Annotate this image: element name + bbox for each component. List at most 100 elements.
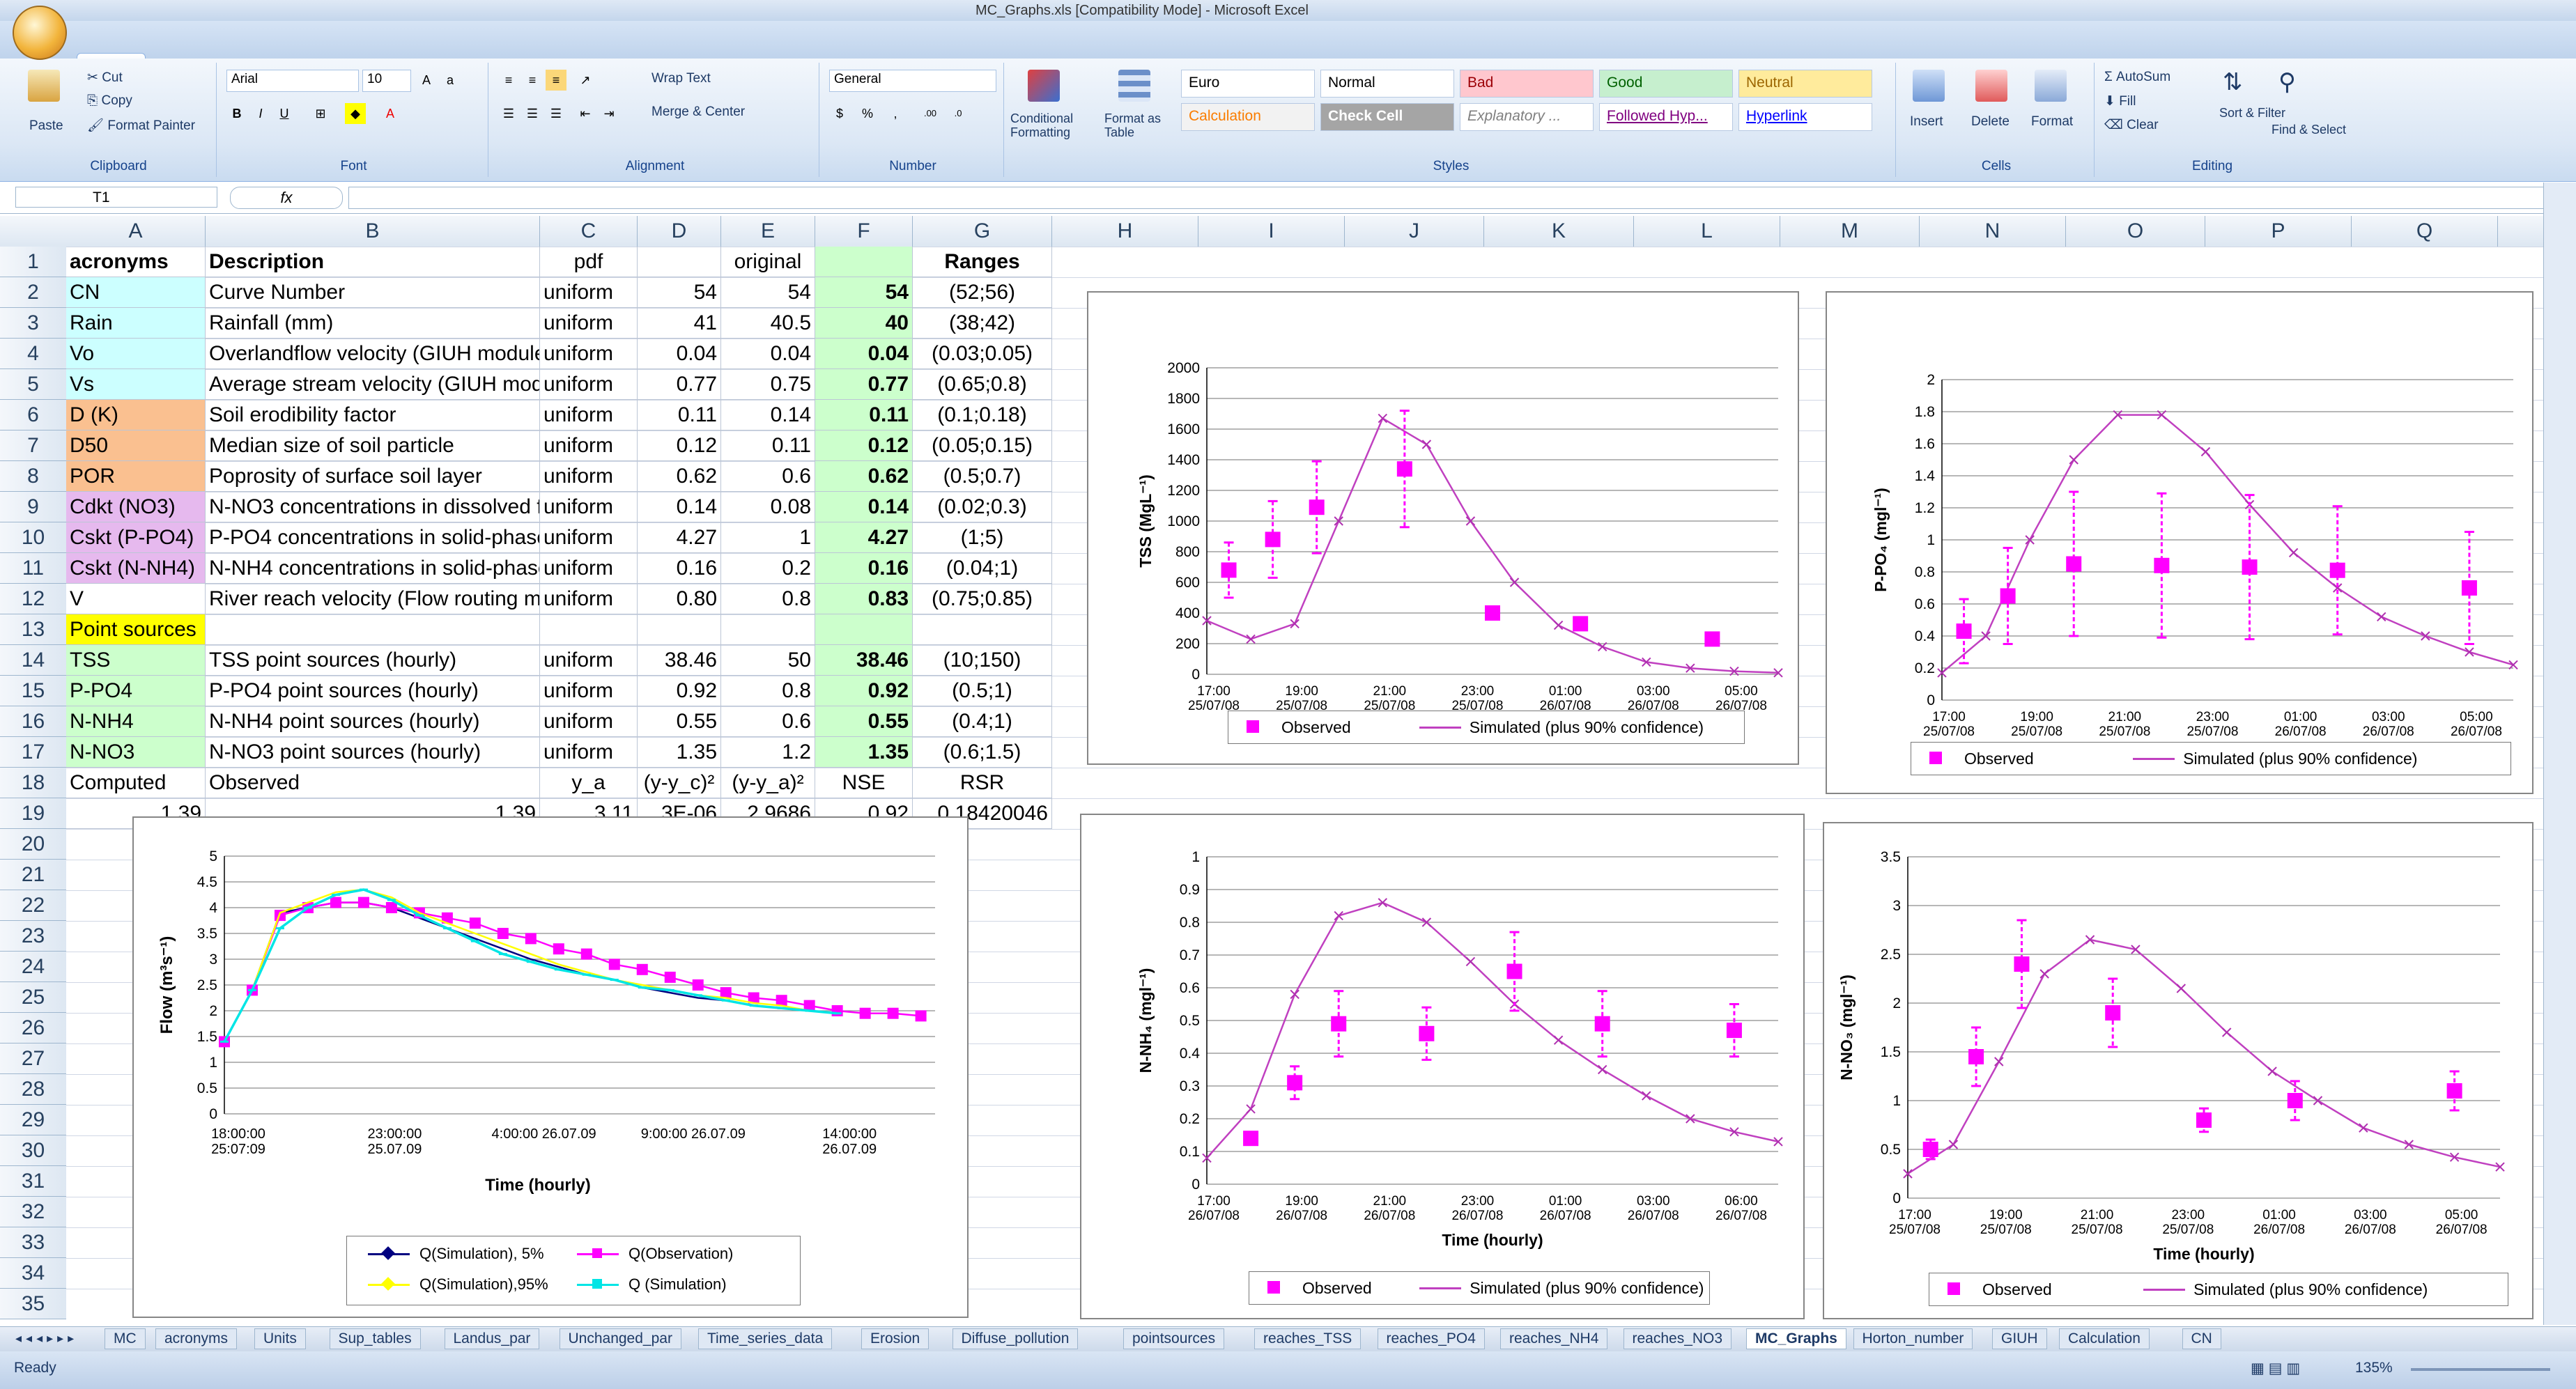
cell-d14[interactable]: 38.46 <box>638 645 721 676</box>
increase-decimal-icon[interactable]: .00 <box>923 108 937 118</box>
align-bottom-icon[interactable]: ≡ <box>546 70 566 91</box>
cell-e12[interactable]: 0.8 <box>721 584 815 614</box>
column-header-m[interactable]: M <box>1780 216 1920 247</box>
cell-f9[interactable]: 0.14 <box>815 492 913 522</box>
fill-button[interactable]: ⬇ Fill <box>2104 94 2136 109</box>
cell-d10[interactable]: 4.27 <box>638 522 721 553</box>
cell-b13[interactable] <box>206 614 540 645</box>
cell-e15[interactable]: 0.8 <box>721 676 815 706</box>
cell-b10[interactable]: P-PO4 concentrations in solid-phase <box>206 522 540 553</box>
sheet-tab-reaches-po4[interactable]: reaches_PO4 <box>1377 1328 1485 1349</box>
cell-c17[interactable]: uniform <box>540 737 638 768</box>
insert-function-icon[interactable]: fx <box>230 187 343 209</box>
office-button[interactable] <box>13 6 67 60</box>
cell-g2[interactable]: (52;56) <box>913 277 1052 308</box>
sheet-tab-sup-tables[interactable]: Sup_tables <box>329 1328 421 1349</box>
row-header-8[interactable]: 8 <box>0 461 66 492</box>
cell-b14[interactable]: TSS point sources (hourly) <box>206 645 540 676</box>
decrease-indent-icon[interactable]: ⇤ <box>580 107 591 121</box>
cell-c7[interactable]: uniform <box>540 430 638 461</box>
cell-f4[interactable]: 0.04 <box>815 339 913 369</box>
cell-b8[interactable]: Poprosity of surface soil layer <box>206 461 540 492</box>
row-header-10[interactable]: 10 <box>0 522 66 553</box>
sheet-tab-cn[interactable]: CN <box>2182 1328 2221 1349</box>
cell-style-followed-hyp[interactable]: Followed Hyp... <box>1599 103 1733 131</box>
align-right-icon[interactable]: ☰ <box>550 107 562 121</box>
cell-d16[interactable]: 0.55 <box>638 706 721 737</box>
row-header-17[interactable]: 17 <box>0 737 66 768</box>
cell-style-check-cell[interactable]: Check Cell <box>1320 103 1454 131</box>
cell-e17[interactable]: 1.2 <box>721 737 815 768</box>
row-header-27[interactable]: 27 <box>0 1043 66 1074</box>
row-header-6[interactable]: 6 <box>0 400 66 430</box>
column-header-a[interactable]: A <box>66 216 206 247</box>
cell-b11[interactable]: N-NH4 concentrations in solid-phase <box>206 553 540 584</box>
binoculars-icon[interactable]: ⚲ <box>2278 69 2296 95</box>
cell-style-hyperlink[interactable]: Hyperlink <box>1738 103 1872 131</box>
cell-e4[interactable]: 0.04 <box>721 339 815 369</box>
align-center-icon[interactable]: ☰ <box>526 107 539 121</box>
cell-style-calculation[interactable]: Calculation <box>1181 103 1315 131</box>
zoom-slider[interactable] <box>2411 1368 2550 1371</box>
cell-g10[interactable]: (1;5) <box>913 522 1052 553</box>
cell-f1[interactable] <box>815 247 913 277</box>
cell-f18[interactable]: NSE <box>815 768 913 798</box>
cell-e6[interactable]: 0.14 <box>721 400 815 430</box>
column-header-f[interactable]: F <box>815 216 913 247</box>
format-table-icon[interactable] <box>1118 70 1150 102</box>
grow-font-icon[interactable]: A <box>422 73 431 87</box>
sheet-tab-mc[interactable]: MC <box>105 1328 146 1349</box>
cell-f17[interactable]: 1.35 <box>815 737 913 768</box>
cell-c4[interactable]: uniform <box>540 339 638 369</box>
align-top-icon[interactable]: ≡ <box>504 73 513 87</box>
cell-f6[interactable]: 0.11 <box>815 400 913 430</box>
cell-g12[interactable]: (0.75;0.85) <box>913 584 1052 614</box>
sheet-tab-reaches-no3[interactable]: reaches_NO3 <box>1623 1328 1732 1349</box>
column-header-o[interactable]: O <box>2066 216 2205 247</box>
cell-d11[interactable]: 0.16 <box>638 553 721 584</box>
cell-a4[interactable]: Vo <box>66 339 206 369</box>
formula-input[interactable] <box>348 187 2545 209</box>
cell-e8[interactable]: 0.6 <box>721 461 815 492</box>
cell-d15[interactable]: 0.92 <box>638 676 721 706</box>
row-header-28[interactable]: 28 <box>0 1074 66 1105</box>
cell-d9[interactable]: 0.14 <box>638 492 721 522</box>
cell-a12[interactable]: V <box>66 584 206 614</box>
row-header-3[interactable]: 3 <box>0 308 66 339</box>
row-header-34[interactable]: 34 <box>0 1258 66 1289</box>
format-button[interactable]: Format <box>2031 114 2074 129</box>
cell-a14[interactable]: TSS <box>66 645 206 676</box>
sheet-tab-reaches-tss[interactable]: reaches_TSS <box>1254 1328 1362 1349</box>
cell-b5[interactable]: Average stream velocity (GIUH mod <box>206 369 540 400</box>
cell-b12[interactable]: River reach velocity (Flow routing mo <box>206 584 540 614</box>
cell-d3[interactable]: 41 <box>638 308 721 339</box>
cell-f3[interactable]: 40 <box>815 308 913 339</box>
insert-cells-icon[interactable] <box>1913 70 1945 102</box>
number-format-select[interactable]: General <box>829 70 996 92</box>
cell-a6[interactable]: D (K) <box>66 400 206 430</box>
format-table-button[interactable]: Format as Table <box>1104 111 1162 139</box>
italic-icon[interactable]: I <box>259 107 263 121</box>
cell-c3[interactable]: uniform <box>540 308 638 339</box>
conditional-formatting-button[interactable]: Conditional Formatting <box>1010 111 1074 139</box>
cell-e7[interactable]: 0.11 <box>721 430 815 461</box>
row-header-20[interactable]: 20 <box>0 829 66 860</box>
autosum-button[interactable]: Σ AutoSum <box>2104 70 2171 84</box>
sheet-tab-acronyms[interactable]: acronyms <box>155 1328 238 1349</box>
cell-c2[interactable]: uniform <box>540 277 638 308</box>
cell-d7[interactable]: 0.12 <box>638 430 721 461</box>
cell-c10[interactable]: uniform <box>540 522 638 553</box>
cell-f14[interactable]: 38.46 <box>815 645 913 676</box>
column-header-c[interactable]: C <box>540 216 638 247</box>
cell-g17[interactable]: (0.6;1.5) <box>913 737 1052 768</box>
merge-center-button[interactable]: Merge & Center <box>651 104 746 119</box>
row-header-18[interactable]: 18 <box>0 768 66 798</box>
cell-c13[interactable] <box>540 614 638 645</box>
cell-f2[interactable]: 54 <box>815 277 913 308</box>
row-header-26[interactable]: 26 <box>0 1013 66 1043</box>
column-header-i[interactable]: I <box>1198 216 1345 247</box>
cell-b9[interactable]: N-NO3 concentrations in dissolved f <box>206 492 540 522</box>
align-middle-icon[interactable]: ≡ <box>528 73 537 87</box>
cell-a10[interactable]: Cskt (P-PO4) <box>66 522 206 553</box>
cell-f12[interactable]: 0.83 <box>815 584 913 614</box>
